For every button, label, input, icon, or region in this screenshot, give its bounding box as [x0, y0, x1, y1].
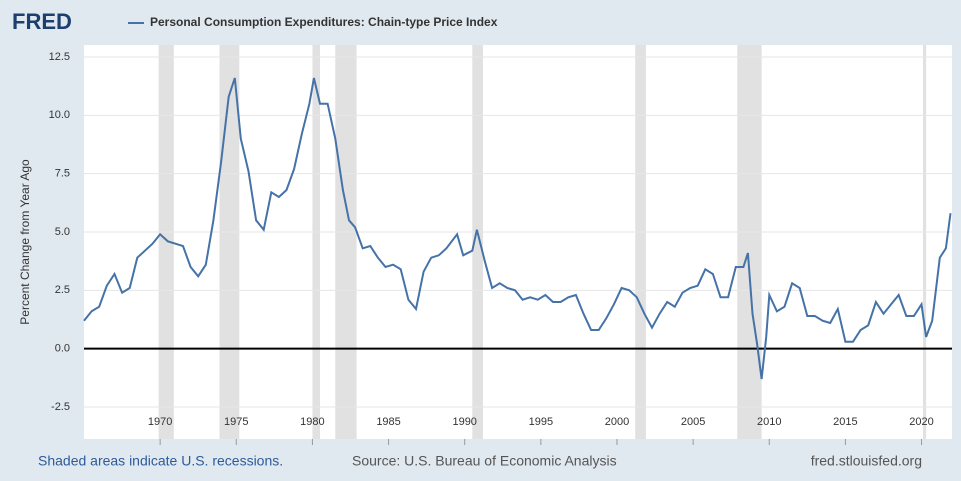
recession-band — [923, 45, 927, 439]
recession-band — [158, 45, 174, 439]
footer-url: fred.stlouisfed.org — [811, 453, 922, 469]
legend-label: Personal Consumption Expenditures: Chain… — [150, 15, 498, 29]
y-axis-label: Percent Change from Year Ago — [18, 159, 32, 325]
recession-band — [219, 45, 240, 439]
x-tick-label: 2000 — [605, 416, 629, 428]
y-tick-label: 7.5 — [55, 168, 70, 180]
y-tick-label: -2.5 — [51, 401, 70, 413]
x-tick-label: 1985 — [376, 416, 400, 428]
plot-area — [84, 45, 952, 439]
x-tick-label: 1995 — [529, 416, 553, 428]
recession-band — [737, 45, 762, 439]
x-tick-label: 1990 — [452, 416, 476, 428]
y-tick-label: 5.0 — [55, 226, 70, 238]
x-tick-label: 1970 — [148, 416, 172, 428]
recession-band — [635, 45, 646, 439]
x-tick-label: 2020 — [909, 416, 933, 428]
recession-band — [312, 45, 321, 439]
x-tick-label: 1980 — [300, 416, 324, 428]
logo: FRED — [12, 9, 72, 34]
footer-note: Shaded areas indicate U.S. recessions. — [38, 453, 283, 469]
series-line — [83, 77, 952, 380]
y-tick-label: 0.0 — [55, 343, 70, 355]
recession-band — [472, 45, 483, 439]
footer-source: Source: U.S. Bureau of Economic Analysis — [352, 453, 617, 469]
x-tick-label: 2015 — [833, 416, 857, 428]
y-tick-label: 10.0 — [49, 109, 70, 121]
y-tick-label: 12.5 — [49, 51, 70, 63]
x-tick-label: 1975 — [224, 416, 248, 428]
x-tick-label: 2005 — [681, 416, 705, 428]
y-tick-label: 2.5 — [55, 284, 70, 296]
recession-band — [335, 45, 357, 439]
x-tick-label: 2010 — [757, 416, 781, 428]
